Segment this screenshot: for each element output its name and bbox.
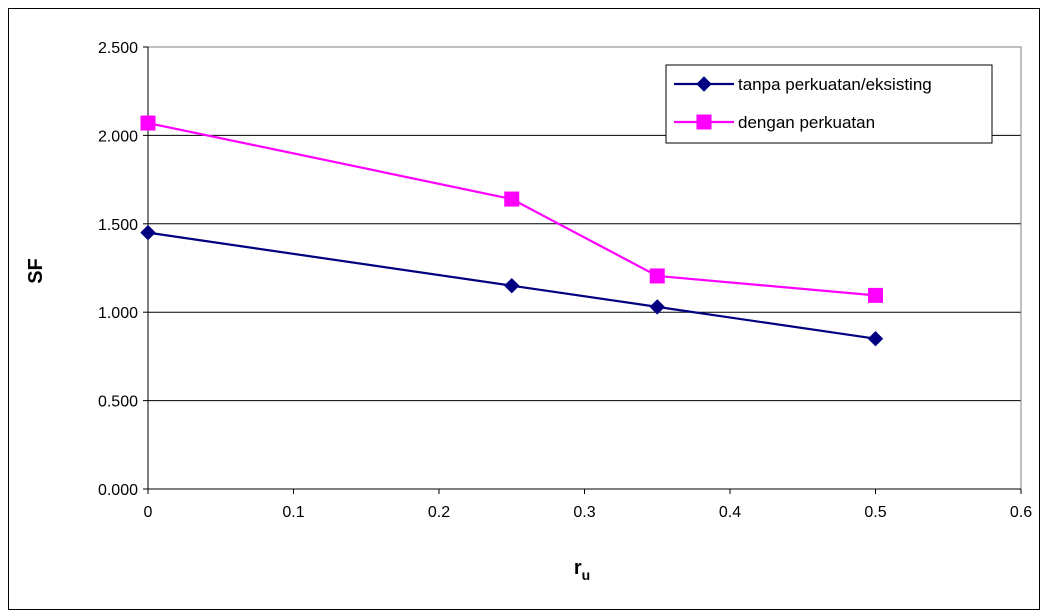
series-1: [140, 224, 884, 347]
y-tick-label: 1.500: [98, 217, 138, 234]
data-point: [504, 277, 520, 294]
data-point: [140, 224, 156, 241]
x-axis-title: ru: [574, 557, 590, 583]
series-line: [147, 231, 876, 340]
series-line: [147, 121, 876, 297]
y-tick-label: 0.500: [98, 394, 138, 411]
series-2: [140, 115, 883, 303]
data-point: [649, 299, 665, 315]
x-tick-label: 0.6: [1010, 504, 1032, 521]
data-point: [867, 331, 884, 347]
legend-item-2: dengan perkuatan: [674, 113, 875, 132]
x-axis-title-main: r: [574, 557, 582, 579]
x-tick-label: 0.1: [282, 504, 304, 521]
x-tick-label: 0: [144, 504, 153, 521]
legend-label: dengan perkuatan: [738, 113, 875, 132]
x-tick-label: 0.2: [428, 504, 450, 521]
x-axis-title-subscript: u: [582, 567, 591, 583]
legend-label: tanpa perkuatan/eksisting: [738, 75, 932, 94]
legend-items: tanpa perkuatan/eksisting dengan perkuata…: [674, 75, 932, 132]
y-tick-label: 0.000: [98, 482, 138, 499]
data-point: [140, 115, 156, 131]
legend-marker: [696, 76, 712, 92]
legend: tanpa perkuatan/eksisting dengan perkuata…: [665, 64, 993, 144]
x-tick-label: 0.4: [719, 504, 741, 521]
legend-item-1: tanpa perkuatan/eksisting: [674, 75, 932, 94]
series-group: [140, 115, 884, 347]
y-tick-label: 2.500: [98, 40, 138, 57]
data-point: [504, 191, 520, 207]
y-axis-title: SF: [25, 258, 47, 284]
legend-marker: [696, 114, 712, 130]
y-tick-label: 2.000: [98, 128, 138, 145]
x-tick-label: 0.3: [573, 504, 595, 521]
tick-labels: 0.000 0.500 1.000 1.500 2.000 2.500 0 0.1 0.2 0.3…: [98, 40, 1032, 521]
data-point: [868, 287, 883, 303]
data-point: [649, 268, 665, 284]
y-tick-label: 1.000: [98, 305, 138, 322]
x-tick-label: 0.5: [864, 504, 886, 521]
legend-box: [665, 64, 993, 144]
